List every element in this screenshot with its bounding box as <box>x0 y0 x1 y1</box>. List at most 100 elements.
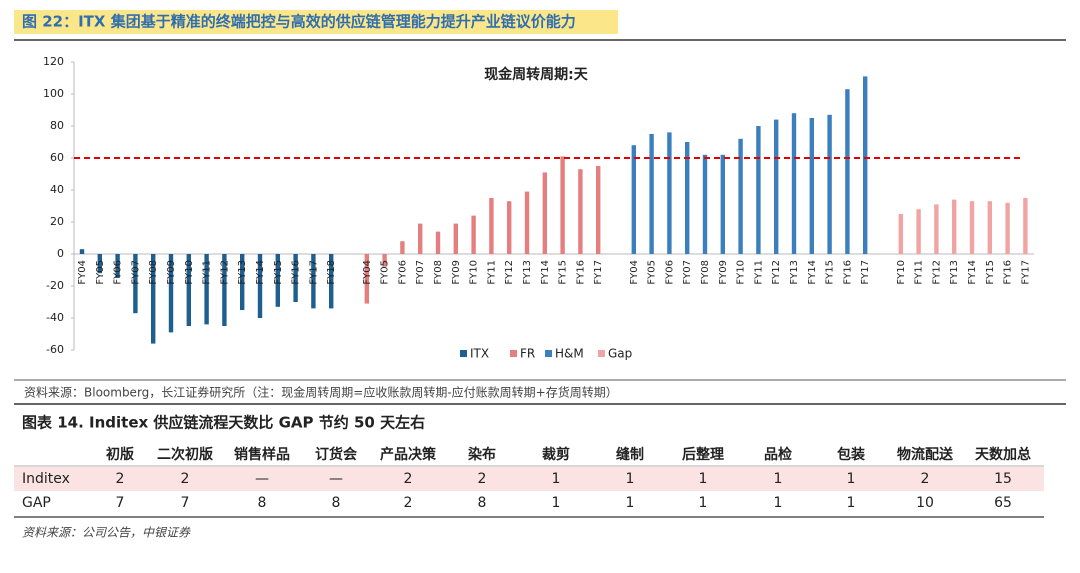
table-cell: 1 <box>774 495 783 511</box>
table-cell: 7 <box>181 495 190 511</box>
table-cell: 1 <box>626 471 635 487</box>
x-tick-label: FY10 <box>184 260 195 285</box>
bar <box>204 254 209 325</box>
y-tick-label: 0 <box>57 247 64 260</box>
legend-label: ITX <box>470 347 489 361</box>
bar <box>542 172 547 254</box>
table-cell: — <box>329 471 343 487</box>
table-cell: 2 <box>116 471 125 487</box>
y-tick-label: -40 <box>46 311 64 324</box>
table-cell: 8 <box>258 495 267 511</box>
bar <box>791 113 797 254</box>
x-tick-label: FY09 <box>451 260 462 285</box>
bar <box>845 89 850 254</box>
bar <box>756 126 761 254</box>
table-cell: 1 <box>774 471 783 487</box>
row-highlight <box>14 467 1044 491</box>
bar <box>97 254 102 274</box>
bar <box>738 138 743 254</box>
x-tick-label: FY11 <box>486 260 497 285</box>
y-tick-label: 120 <box>43 55 64 68</box>
table-header: 染布 <box>468 446 496 463</box>
x-tick-label: FY08 <box>148 260 159 285</box>
bar <box>720 154 725 254</box>
x-tick-label: FY12 <box>771 260 782 285</box>
table-cell: 2 <box>921 471 930 487</box>
x-tick-label: FY17 <box>308 260 319 285</box>
x-tick-label: FY08 <box>433 260 444 285</box>
x-tick-label: FY14 <box>967 260 978 285</box>
table-cell: 1 <box>626 495 635 511</box>
bar <box>257 254 263 318</box>
chart-title: 现金周转周期:天 <box>484 66 589 83</box>
x-tick-label: FY14 <box>255 260 266 285</box>
table-source: 资料来源：公司公告，中银证券 <box>22 526 191 540</box>
bar <box>418 223 423 254</box>
table-title: 图表 14. Inditex 供应链流程天数比 GAP 节约 50 天左右 <box>22 414 425 432</box>
table-cell: 10 <box>916 495 934 511</box>
table-cell: 15 <box>994 471 1012 487</box>
x-tick-label: FY10 <box>469 260 480 285</box>
y-tick-label: -60 <box>46 343 64 356</box>
bar <box>115 254 120 278</box>
x-tick-label: FY04 <box>629 260 640 285</box>
header-highlight <box>14 10 618 34</box>
table-header: 裁剪 <box>542 446 570 463</box>
table-header: 缝制 <box>616 446 644 463</box>
chart-source: 资料来源：Bloomberg，长江证券研究所（注：现金周转周期=应收账款周转期-… <box>24 385 618 400</box>
x-tick-label: FY17 <box>1020 260 1031 285</box>
x-tick-label: FY12 <box>219 260 230 285</box>
legend-swatch <box>460 350 467 357</box>
table-cell: 1 <box>552 495 561 511</box>
bar <box>827 114 832 254</box>
bar <box>168 254 174 333</box>
x-tick-label: FY12 <box>931 260 942 285</box>
bar <box>186 254 191 326</box>
x-tick-label: FY10 <box>736 260 747 285</box>
x-tick-label: FY16 <box>842 260 853 285</box>
x-tick-label: FY05 <box>647 260 658 285</box>
x-tick-label: FY12 <box>504 260 515 285</box>
bar <box>969 201 975 254</box>
table-cell: 2 <box>478 471 487 487</box>
bar <box>382 254 387 267</box>
table-cell: — <box>255 471 269 487</box>
y-tick-label: 20 <box>50 215 64 228</box>
x-tick-label: FY13 <box>789 260 800 285</box>
y-tick-label: -20 <box>46 279 64 292</box>
bar <box>596 166 601 254</box>
x-tick-label: FY06 <box>397 260 408 285</box>
table-header: 天数加总 <box>975 446 1031 463</box>
x-tick-label: FY16 <box>575 260 586 285</box>
x-tick-label: FY09 <box>718 260 729 285</box>
bar <box>275 254 280 307</box>
bar <box>578 169 583 254</box>
table-header: 品检 <box>764 446 792 463</box>
y-tick-label: 40 <box>50 183 64 196</box>
bar <box>649 134 654 254</box>
legend-swatch <box>598 350 605 357</box>
bar <box>809 118 814 254</box>
x-tick-label: FY06 <box>664 260 675 285</box>
bar <box>151 254 156 344</box>
table-cell: 1 <box>847 471 856 487</box>
legend-label: Gap <box>608 347 632 361</box>
x-tick-label: FY14 <box>540 260 551 285</box>
y-tick-label: 80 <box>50 119 64 132</box>
x-tick-label: FY11 <box>753 260 764 285</box>
x-tick-label: FY10 <box>896 260 907 285</box>
table-header: 二次初版 <box>157 446 213 463</box>
x-tick-label: FY04 <box>362 260 373 285</box>
y-tick-label: 60 <box>50 151 64 164</box>
x-tick-label: FY17 <box>860 260 871 285</box>
bar <box>916 209 921 254</box>
table-header: 物流配送 <box>897 446 954 463</box>
bar <box>507 201 512 254</box>
x-tick-label: FY13 <box>237 260 248 285</box>
bar <box>400 241 405 254</box>
x-tick-label: FY16 <box>291 260 302 285</box>
table-header: 订货会 <box>315 446 358 463</box>
bar <box>667 132 672 254</box>
row-label: Inditex <box>22 471 70 487</box>
